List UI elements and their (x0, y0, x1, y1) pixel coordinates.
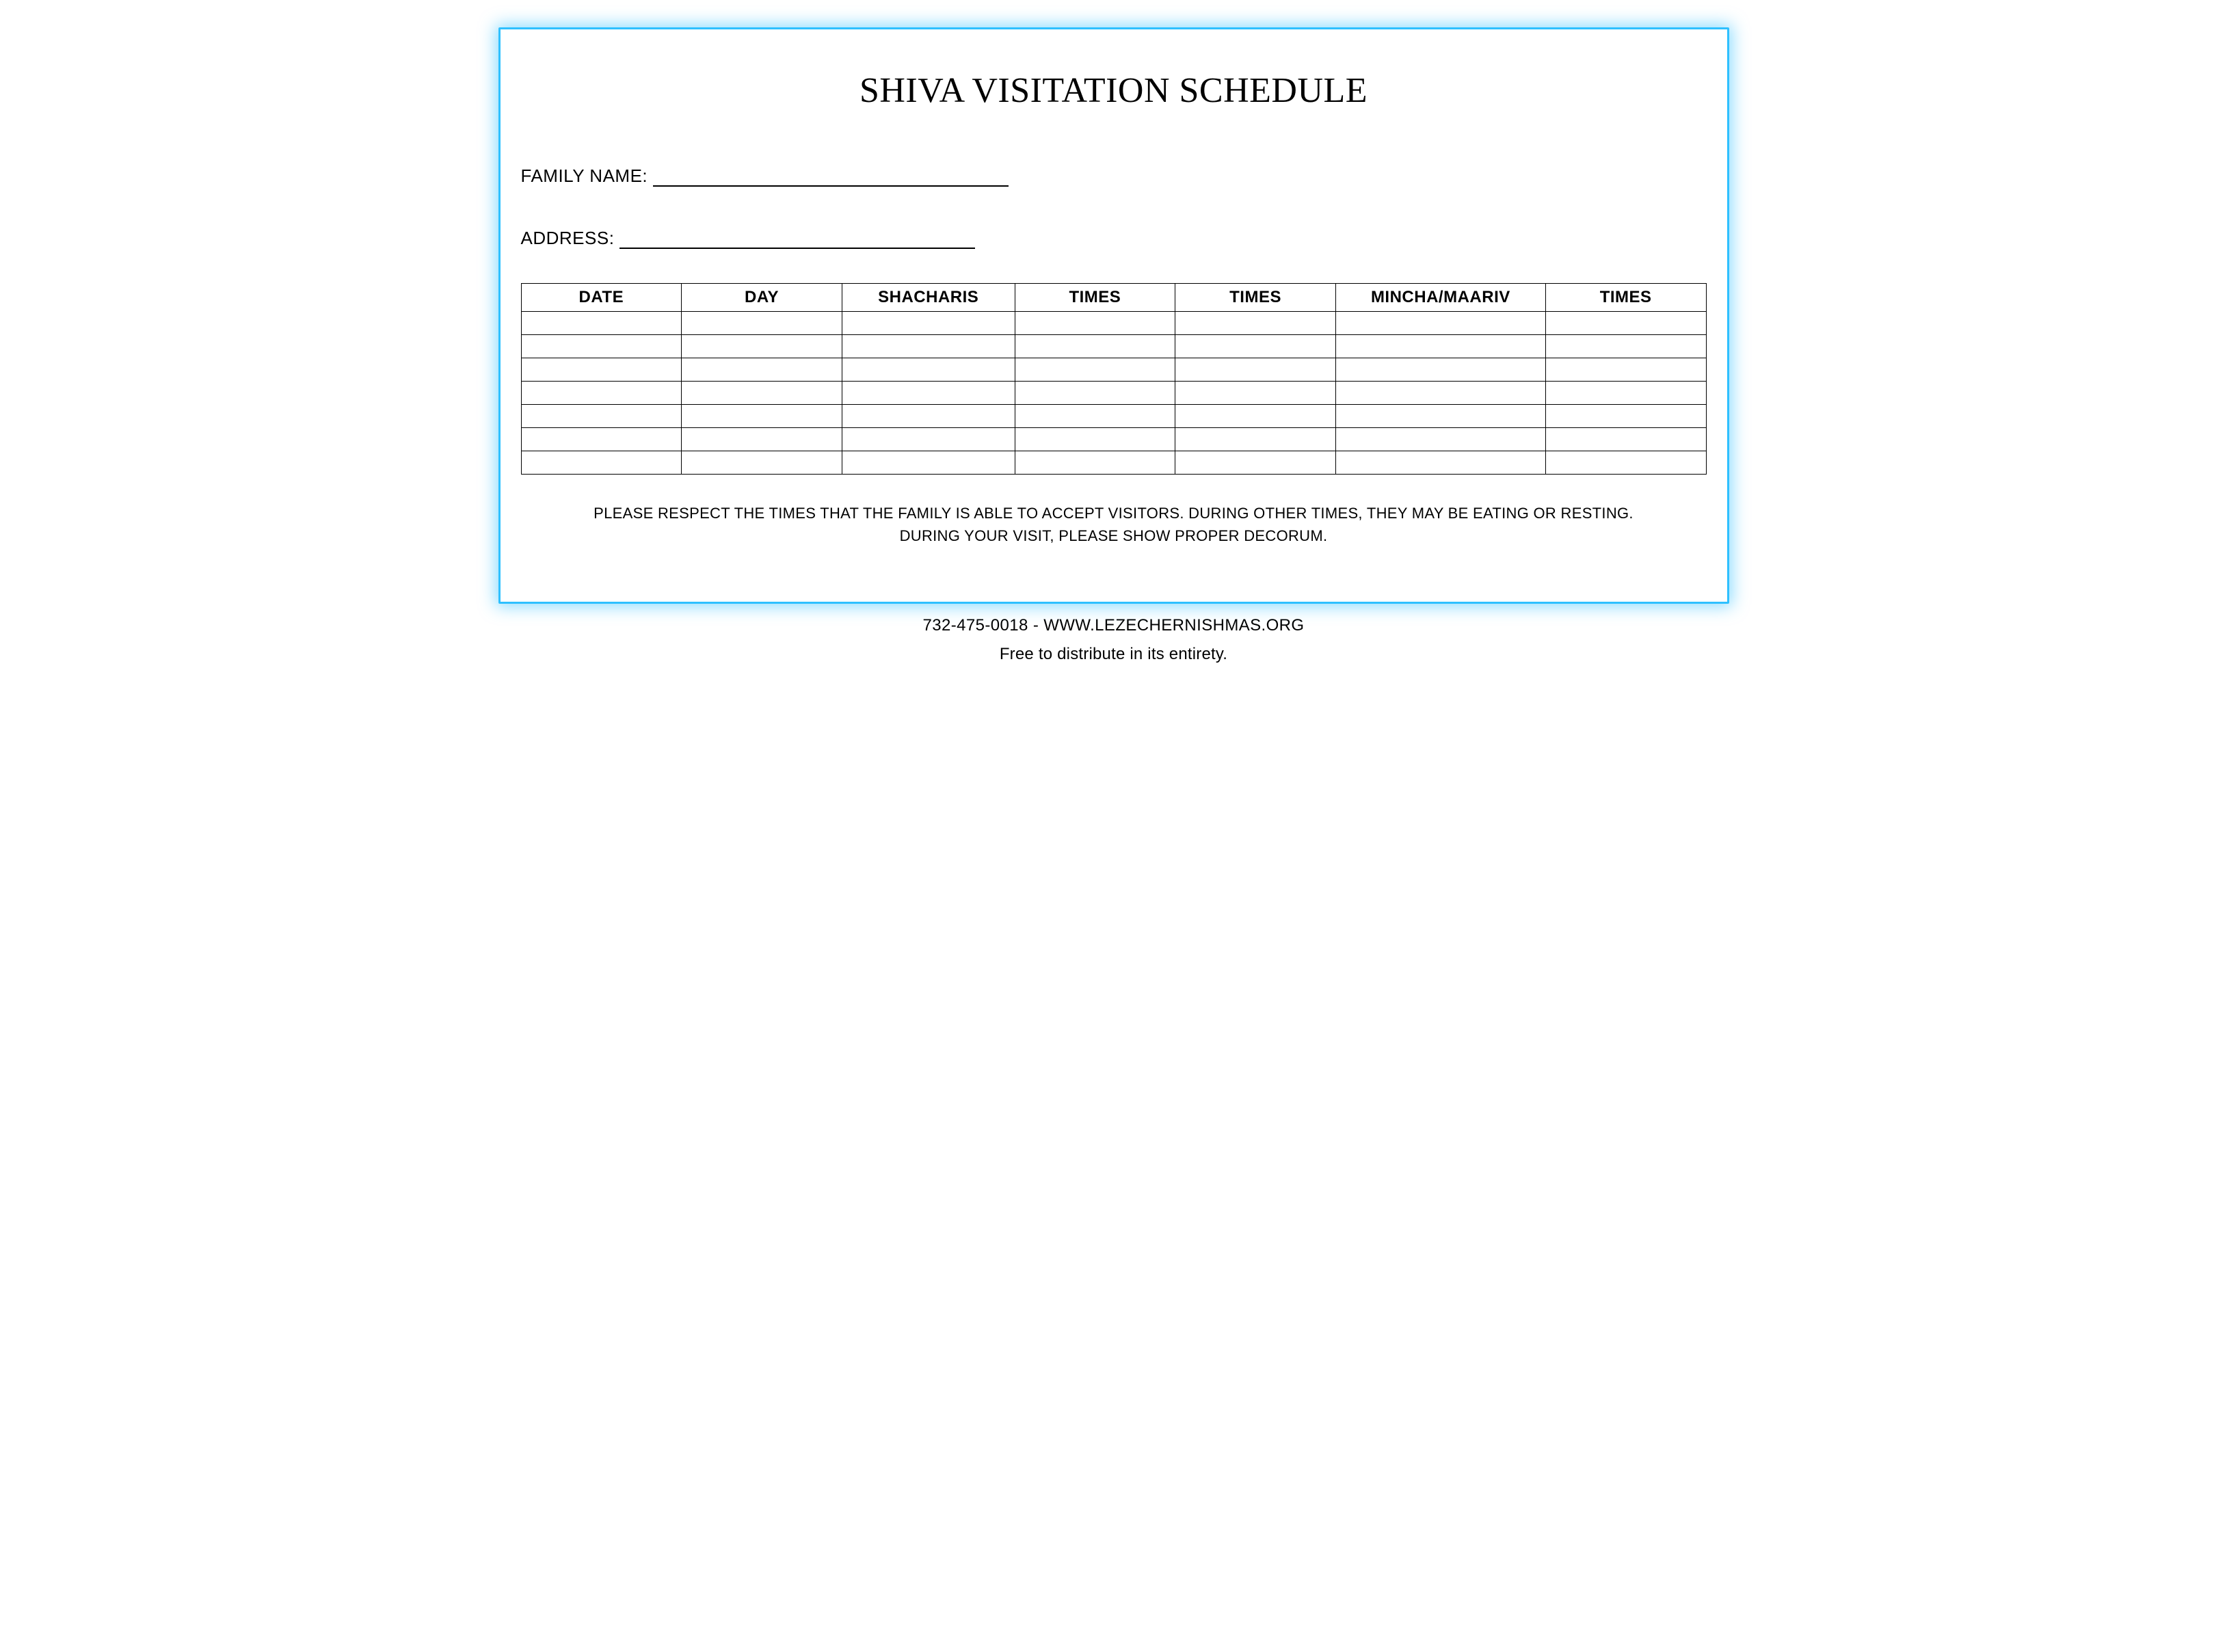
table-row (521, 335, 1706, 358)
table-cell[interactable] (521, 382, 682, 405)
table-cell[interactable] (1335, 382, 1545, 405)
table-cell[interactable] (1175, 451, 1336, 475)
table-row (521, 428, 1706, 451)
table-cell[interactable] (1015, 405, 1175, 428)
column-header: TIMES (1015, 284, 1175, 312)
table-cell[interactable] (1335, 428, 1545, 451)
table-cell[interactable] (1335, 451, 1545, 475)
table-cell[interactable] (1335, 405, 1545, 428)
table-cell[interactable] (1335, 335, 1545, 358)
address-label: ADDRESS: (521, 228, 615, 249)
table-cell[interactable] (682, 312, 842, 335)
schedule-thead: DATEDAYSHACHARISTIMESTIMESMINCHA/MAARIVT… (521, 284, 1706, 312)
visitor-note-line2: DURING YOUR VISIT, PLEASE SHOW PROPER DE… (900, 527, 1328, 544)
column-header: MINCHA/MAARIV (1335, 284, 1545, 312)
table-cell[interactable] (682, 451, 842, 475)
address-field: ADDRESS: (521, 228, 1707, 249)
table-cell[interactable] (1015, 382, 1175, 405)
table-cell[interactable] (682, 335, 842, 358)
table-cell[interactable] (521, 451, 682, 475)
table-cell[interactable] (1335, 312, 1545, 335)
table-cell[interactable] (1175, 382, 1336, 405)
schedule-card: SHIVA VISITATION SCHEDULE FAMILY NAME: A… (498, 27, 1729, 604)
table-cell[interactable] (1545, 335, 1706, 358)
table-row (521, 382, 1706, 405)
table-cell[interactable] (521, 335, 682, 358)
table-cell[interactable] (842, 451, 1015, 475)
table-cell[interactable] (521, 312, 682, 335)
table-cell[interactable] (1175, 405, 1336, 428)
table-cell[interactable] (1015, 428, 1175, 451)
schedule-header-row: DATEDAYSHACHARISTIMESTIMESMINCHA/MAARIVT… (521, 284, 1706, 312)
table-cell[interactable] (842, 382, 1015, 405)
family-name-label: FAMILY NAME: (521, 165, 648, 187)
table-cell[interactable] (842, 405, 1015, 428)
table-row (521, 358, 1706, 382)
schedule-tbody (521, 312, 1706, 475)
table-cell[interactable] (1175, 335, 1336, 358)
column-header: TIMES (1175, 284, 1336, 312)
family-name-input-line[interactable] (653, 167, 1009, 187)
table-cell[interactable] (521, 405, 682, 428)
table-cell[interactable] (1015, 358, 1175, 382)
table-cell[interactable] (1015, 312, 1175, 335)
table-cell[interactable] (682, 358, 842, 382)
column-header: DAY (682, 284, 842, 312)
footer-distribute: Free to distribute in its entirety. (922, 645, 1304, 664)
table-cell[interactable] (682, 382, 842, 405)
table-cell[interactable] (521, 358, 682, 382)
schedule-table: DATEDAYSHACHARISTIMESTIMESMINCHA/MAARIVT… (521, 283, 1707, 475)
table-row (521, 312, 1706, 335)
visitor-note: PLEASE RESPECT THE TIMES THAT THE FAMILY… (521, 502, 1707, 547)
table-cell[interactable] (1175, 428, 1336, 451)
table-cell[interactable] (1015, 451, 1175, 475)
table-cell[interactable] (1545, 382, 1706, 405)
table-cell[interactable] (1175, 312, 1336, 335)
table-cell[interactable] (842, 312, 1015, 335)
table-cell[interactable] (1335, 358, 1545, 382)
table-cell[interactable] (1015, 335, 1175, 358)
column-header: SHACHARIS (842, 284, 1015, 312)
table-cell[interactable] (1545, 451, 1706, 475)
table-row (521, 451, 1706, 475)
table-cell[interactable] (1545, 405, 1706, 428)
table-cell[interactable] (521, 428, 682, 451)
table-cell[interactable] (842, 428, 1015, 451)
column-header: TIMES (1545, 284, 1706, 312)
table-cell[interactable] (1175, 358, 1336, 382)
page-title: SHIVA VISITATION SCHEDULE (521, 70, 1707, 111)
table-cell[interactable] (1545, 358, 1706, 382)
table-cell[interactable] (682, 405, 842, 428)
column-header: DATE (521, 284, 682, 312)
visitor-note-line1: PLEASE RESPECT THE TIMES THAT THE FAMILY… (594, 505, 1633, 522)
footer: 732-475-0018 - WWW.LEZECHERNISHMAS.ORG F… (922, 616, 1304, 664)
table-cell[interactable] (1545, 312, 1706, 335)
address-input-line[interactable] (619, 229, 975, 249)
family-name-field: FAMILY NAME: (521, 165, 1707, 187)
table-cell[interactable] (842, 335, 1015, 358)
table-row (521, 405, 1706, 428)
table-cell[interactable] (842, 358, 1015, 382)
footer-contact: 732-475-0018 - WWW.LEZECHERNISHMAS.ORG (922, 616, 1304, 635)
table-cell[interactable] (682, 428, 842, 451)
table-cell[interactable] (1545, 428, 1706, 451)
